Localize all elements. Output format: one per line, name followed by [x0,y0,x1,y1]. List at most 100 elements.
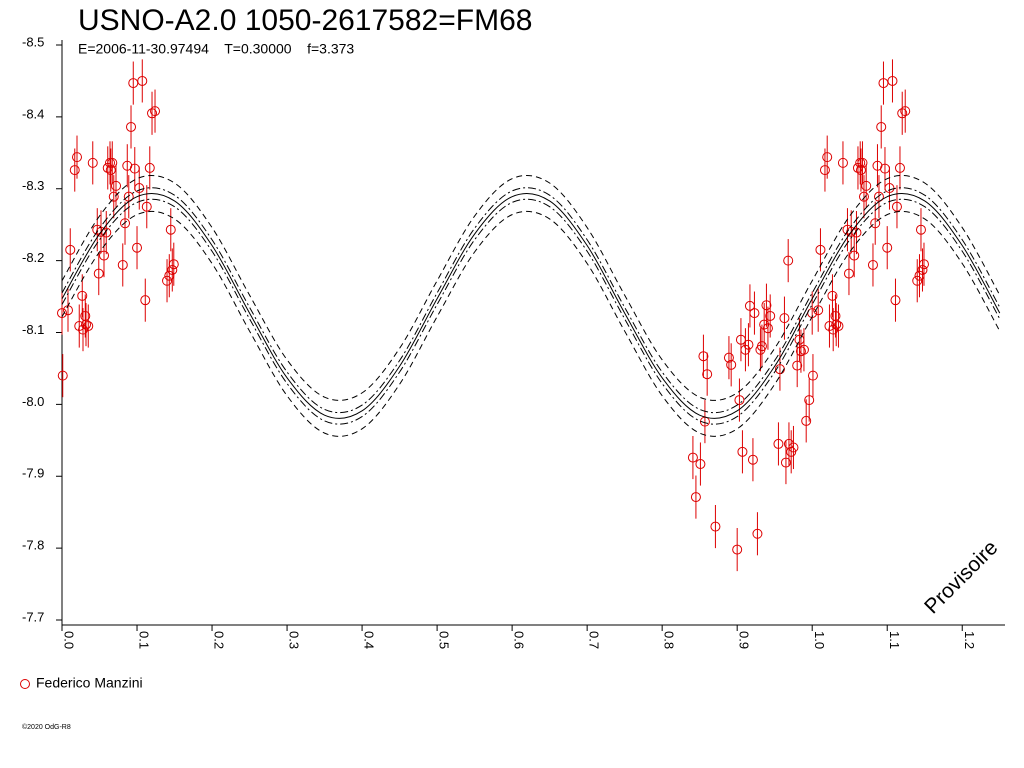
data-point [851,227,862,238]
data-point [876,121,887,132]
y-tick-label: -8.4 [22,106,44,121]
data-point [827,290,838,301]
y-tick-label: -8.2 [22,250,44,265]
data-point [788,442,799,453]
data-point [801,415,812,426]
data-point [887,75,898,86]
data-point [126,121,137,132]
data-point [99,250,110,261]
x-tick-label: 0.0 [62,631,77,649]
data-point [884,183,895,194]
data-point [756,341,767,352]
data-point [150,106,161,117]
data-point [762,323,773,334]
data-point [858,191,869,202]
data-point [168,259,179,270]
data-point [732,544,743,555]
data-point [69,165,80,176]
data-point [918,259,929,270]
data-point [165,224,176,235]
data-point [108,191,119,202]
y-tick-label: -7.8 [22,538,44,553]
data-point [749,308,760,319]
data-point [702,369,713,380]
data-point [105,165,116,176]
data-point [743,339,754,350]
x-tick-label: 1.1 [887,631,902,649]
data-point [759,319,770,330]
y-tick-label: -8.5 [22,34,44,49]
data-point [77,290,88,301]
data-point [837,157,848,168]
data-point [57,370,68,381]
chart-title: USNO-A2.0 1050-2617582=FM68 [78,4,532,37]
data-point [765,310,776,321]
data-point [710,521,721,532]
data-point [120,218,131,229]
model-curve [61,210,1001,437]
y-tick-label: -8.3 [22,178,44,193]
data-point [78,324,89,335]
data-point [849,250,860,261]
data-point [726,359,737,370]
data-point [752,528,763,539]
data-point [144,162,155,173]
data-point [855,157,866,168]
x-tick-label: 0.7 [587,631,602,649]
data-point [843,268,854,279]
data-point [111,180,122,191]
footer: ©2020 OdG-R8 [22,723,71,731]
data-point [855,165,866,176]
y-tick-label: -7.7 [22,609,44,624]
x-tick-label: 0.3 [287,631,302,649]
y-tick-label: -8.1 [22,322,44,337]
y-tick-label: -8.0 [22,394,44,409]
data-point [167,264,178,275]
x-tick-label: 0.1 [137,631,152,649]
data-point [698,351,709,362]
data-point [815,244,826,255]
data-point [867,259,878,270]
data-point [912,275,923,286]
data-point [147,108,158,119]
data-point [798,344,809,355]
data-point [822,152,833,163]
data-point [917,264,928,275]
data-point [882,242,893,253]
data-point [780,457,791,468]
data-point [783,255,794,266]
model-curve [61,174,1001,401]
x-tick-label: 0.5 [437,631,452,649]
data-point [81,319,92,330]
data-point [105,157,116,168]
data-point [101,227,112,238]
legend-label: Federico Manzini [36,675,143,691]
data-point [137,75,148,86]
data-point [747,454,758,465]
data-point [833,321,844,332]
data-point [140,295,151,306]
data-point [861,180,872,191]
x-tick-label: 0.6 [512,631,527,649]
model-curve [61,192,1001,419]
data-point [891,201,902,212]
data-point [890,295,901,306]
data-point [57,308,67,319]
data-point [141,201,152,212]
data-point [134,183,145,194]
data-point [162,275,173,286]
data-point [819,165,830,176]
data-point [813,305,824,316]
x-tick-label: 1.0 [812,631,827,649]
data-point [132,242,143,253]
data-point [107,157,118,168]
data-point [690,492,701,503]
data-point [734,395,745,406]
data-point [831,319,842,330]
data-point [83,321,94,332]
data-point [117,259,128,270]
data-point [894,162,905,173]
data-point [122,160,133,171]
